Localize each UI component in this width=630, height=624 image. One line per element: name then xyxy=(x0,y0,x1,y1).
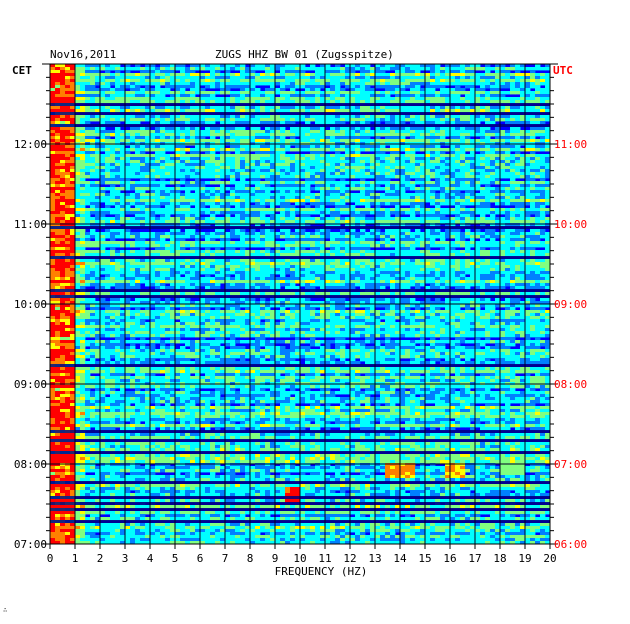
x-tick-label: 2 xyxy=(97,552,104,565)
x-tick-label: 6 xyxy=(197,552,204,565)
x-tick-label: 1 xyxy=(72,552,79,565)
right-axis-label: UTC xyxy=(553,64,573,77)
x-tick-label: 0 xyxy=(47,552,54,565)
heatmap-cells xyxy=(50,64,551,545)
x-tick-label: 9 xyxy=(272,552,279,565)
left-tick-label: 09:00 xyxy=(14,378,47,391)
right-tick-label: 08:00 xyxy=(554,378,587,391)
x-tick-label: 16 xyxy=(443,552,456,565)
credit-mark: ∴ xyxy=(3,606,8,614)
x-tick-label: 15 xyxy=(418,552,431,565)
left-tick-label: 08:00 xyxy=(14,458,47,471)
x-tick-label: 19 xyxy=(518,552,531,565)
left-tick-label: 11:00 xyxy=(14,218,47,231)
left-tick-label: 10:00 xyxy=(14,298,47,311)
plot-frame xyxy=(49,63,551,545)
chart-title: ZUGS HHZ BW 01 (Zugsspitze) xyxy=(215,48,394,61)
x-tick-label: 4 xyxy=(147,552,154,565)
right-tick-label: 09:00 xyxy=(554,298,587,311)
x-tick-label: 12 xyxy=(343,552,356,565)
right-tick-label: 11:00 xyxy=(554,138,587,151)
x-tick-label: 13 xyxy=(368,552,381,565)
x-tick-label: 17 xyxy=(468,552,481,565)
x-tick-label: 18 xyxy=(493,552,506,565)
x-tick-label: 3 xyxy=(122,552,129,565)
x-tick-label: 7 xyxy=(222,552,229,565)
x-tick-label: 10 xyxy=(293,552,306,565)
left-tick-label: 07:00 xyxy=(14,538,47,551)
x-tick-label: 11 xyxy=(318,552,331,565)
x-tick-label: 5 xyxy=(172,552,179,565)
x-axis-label: FREQUENCY (HZ) xyxy=(274,565,368,578)
right-tick-label: 10:00 xyxy=(554,218,587,231)
chart-date: Nov16,2011 xyxy=(50,48,117,61)
right-tick-label: 07:00 xyxy=(554,458,587,471)
x-tick-label: 14 xyxy=(393,552,407,565)
left-tick-label: 12:00 xyxy=(14,138,47,151)
x-tick-label: 8 xyxy=(247,552,254,565)
left-axis-label: CET xyxy=(12,64,32,77)
x-tick-label: 20 xyxy=(543,552,556,565)
right-tick-label: 06:00 xyxy=(554,538,587,551)
